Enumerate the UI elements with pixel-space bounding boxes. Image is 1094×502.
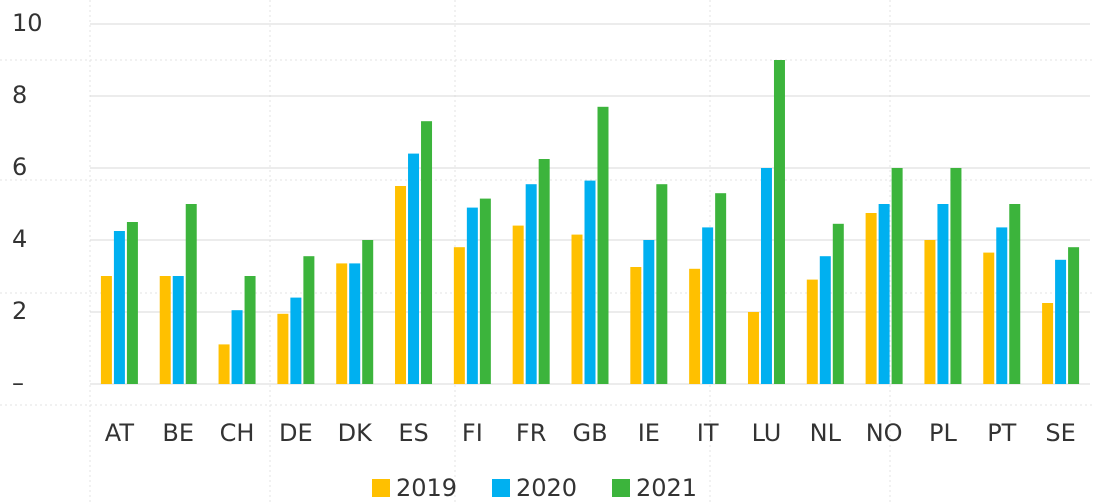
y-tick-label: – <box>12 369 24 397</box>
bar <box>1068 247 1080 384</box>
bar <box>218 344 230 384</box>
bar <box>760 168 772 384</box>
bar <box>1009 204 1021 384</box>
bar <box>408 153 420 384</box>
bar <box>336 263 348 384</box>
legend-label: 2021 <box>636 474 697 502</box>
bar <box>597 106 609 385</box>
bar <box>303 256 315 384</box>
bar <box>172 276 184 384</box>
legend-swatch <box>492 479 510 497</box>
x-tick-label: FI <box>462 419 483 447</box>
bar <box>656 184 668 384</box>
bar <box>773 60 785 384</box>
x-tick-label: ES <box>398 419 428 447</box>
bar <box>865 213 877 384</box>
x-tick-label: FR <box>516 419 546 447</box>
bar <box>159 276 171 384</box>
x-tick-label: CH <box>220 419 255 447</box>
x-tick-label: PT <box>987 419 1016 447</box>
bar <box>983 252 995 384</box>
bar <box>113 231 125 384</box>
bar <box>538 159 550 384</box>
x-tick-label: IE <box>638 419 660 447</box>
bar <box>349 263 361 384</box>
bar <box>525 184 537 384</box>
bar <box>715 193 727 384</box>
y-tick-label: 2 <box>12 297 27 325</box>
bar <box>479 198 491 384</box>
x-tick-label: PL <box>929 419 957 447</box>
bar <box>689 268 701 384</box>
bar <box>1042 303 1054 384</box>
y-tick-label: 10 <box>12 9 43 37</box>
bar <box>571 234 583 384</box>
legend-swatch <box>612 479 630 497</box>
bar <box>747 312 759 384</box>
x-tick-label: DK <box>338 419 373 447</box>
bar <box>643 240 655 384</box>
bar <box>277 313 289 384</box>
x-tick-label: NL <box>810 419 842 447</box>
bar <box>584 180 596 384</box>
x-tick-label: AT <box>105 419 135 447</box>
bar <box>702 227 714 384</box>
bar <box>395 186 407 384</box>
bar <box>937 204 949 384</box>
bar <box>100 276 112 384</box>
bar <box>231 310 243 384</box>
x-tick-label: IT <box>697 419 719 447</box>
bar <box>512 225 524 384</box>
bar <box>244 276 256 384</box>
x-tick-label: BE <box>162 419 194 447</box>
x-tick-label: SE <box>1045 419 1075 447</box>
bar <box>819 256 831 384</box>
bar <box>950 168 962 384</box>
bar <box>630 267 642 384</box>
bar <box>878 204 890 384</box>
bar <box>891 168 903 384</box>
y-tick-label: 8 <box>12 81 27 109</box>
bar <box>1055 259 1067 384</box>
bar <box>185 204 197 384</box>
bar <box>362 240 374 384</box>
x-tick-label: LU <box>752 419 782 447</box>
bar <box>466 207 478 384</box>
bar <box>126 222 138 384</box>
bar <box>924 240 936 384</box>
x-tick-label: GB <box>572 419 607 447</box>
bar <box>453 247 465 384</box>
y-tick-label: 6 <box>12 153 27 181</box>
x-tick-label: NO <box>866 419 903 447</box>
y-tick-label: 4 <box>12 225 27 253</box>
bar <box>290 297 302 384</box>
x-tick-label: DE <box>279 419 313 447</box>
bar <box>806 279 818 384</box>
bar <box>421 121 433 384</box>
bar <box>832 223 844 384</box>
bar <box>996 227 1008 384</box>
legend-label: 2019 <box>396 474 457 502</box>
legend-label: 2020 <box>516 474 577 502</box>
legend-swatch <box>372 479 390 497</box>
